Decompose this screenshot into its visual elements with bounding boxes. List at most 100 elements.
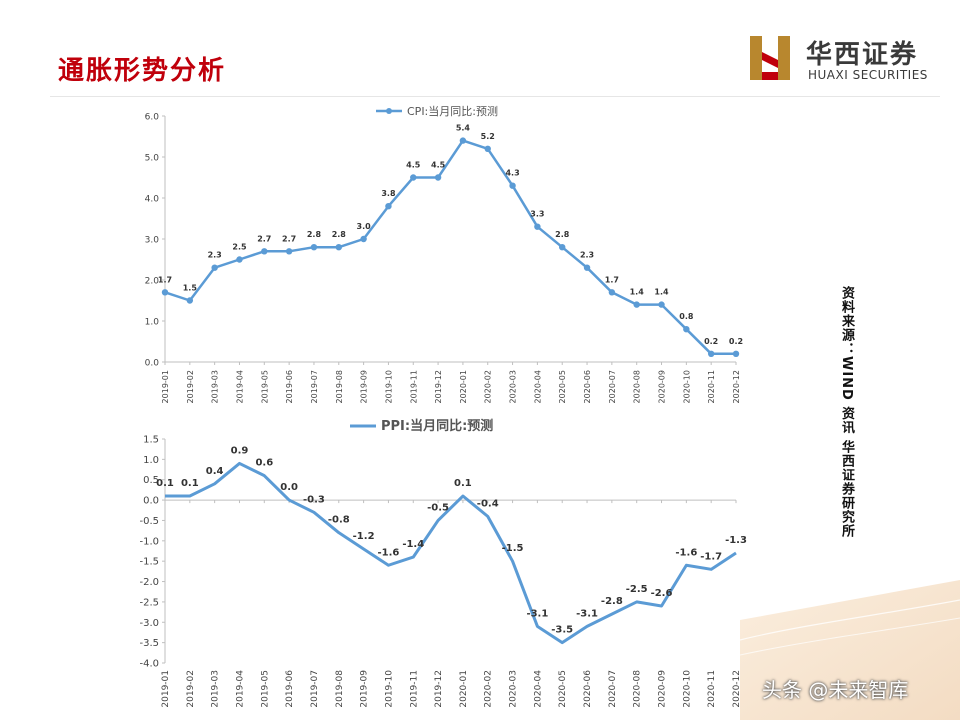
x-tick-label: 2020-09 [658,670,668,708]
x-tick-label: 2020-08 [633,370,642,403]
data-label: 0.1 [454,478,472,489]
data-label: 3.8 [381,189,396,198]
x-tick-label: 2019-08 [335,670,345,708]
data-label: -0.8 [328,515,350,526]
y-tick-label: 1.0 [145,318,160,328]
data-label: -3.5 [551,625,573,636]
x-tick-label: 2020-07 [608,670,618,708]
x-tick-label: 2019-03 [211,670,221,708]
data-label: 0.2 [704,337,718,346]
y-tick-label: -3.0 [139,618,159,629]
y-tick-label: 1.5 [143,435,159,446]
y-tick-label: 3.0 [145,236,160,246]
data-label: 2.7 [257,234,271,243]
data-point [310,244,318,251]
data-label: -1.7 [700,551,722,562]
x-tick-label: 2019-02 [186,370,195,403]
data-point [261,248,268,255]
data-label: 2.5 [232,243,247,252]
data-point [583,264,591,271]
x-tick-label: 2020-08 [633,670,643,708]
chart-2: 1.5 1.0 0.5 0.0 -0.5 -1.0 -1.5 -2.0 -2.5 -3.0 -3.5… [139,418,746,708]
x-tick-label: 2020-05 [558,670,568,708]
data-label: 0.6 [255,458,273,469]
data-label: 0.8 [679,312,694,321]
data-point [161,289,169,296]
data-point [683,326,690,333]
data-label: 1.4 [654,288,669,297]
y-tick-label: 0.5 [143,475,159,486]
data-point [410,174,417,181]
x-tick-label: 2020-06 [583,370,592,403]
data-label: 4.5 [431,161,446,170]
x-tick-label: 2020-04 [533,670,543,708]
data-label: 5.4 [456,124,471,133]
x-tick-label: 2019-11 [409,370,418,403]
series-line [164,139,736,356]
data-label: -0.3 [303,494,325,505]
x-tick-label: 2019-09 [360,370,369,403]
data-point [236,256,243,263]
data-point [459,137,467,144]
data-point [658,301,665,308]
data-label: -1.6 [377,547,399,558]
huaxi-logo: 华西证券 HUAXI SECURITIES [748,32,948,88]
x-tick-label: 2020-10 [682,370,691,403]
x-tick-label: 2020-10 [682,670,692,708]
data-point [211,264,218,271]
data-label: 1.7 [158,275,172,284]
data-point [186,297,194,304]
x-tick-label: 2020-12 [732,370,741,403]
legend-label: PPI:当月同比:预测 [381,418,493,434]
y-tick-label: 5.0 [145,154,160,164]
x-tick-label: 2019-06 [285,670,295,708]
data-point [360,235,367,243]
x-tick-label: 2019-06 [285,370,294,403]
data-point [484,145,491,152]
data-label: -2.8 [601,596,623,607]
data-label: -0.5 [427,502,449,513]
data-point [434,174,442,181]
x-tick-label: 2019-08 [335,370,344,403]
x-tick-label: 2020-02 [484,370,493,403]
x-tick-label: 2019-01 [161,670,171,708]
data-point [385,203,392,210]
x-tick-label: 2019-10 [384,670,394,708]
x-tick-label: 2020-01 [459,670,469,708]
y-tick-label: -2.5 [139,597,159,608]
x-tick-label: 2019-10 [384,370,393,403]
x-tick-label: 2019-07 [310,670,320,708]
y-tick-label: 2.0 [145,277,160,287]
y-tick-label: -4.0 [139,659,159,670]
data-point [534,223,541,230]
y-tick-label: 0.0 [145,359,160,369]
data-label: -1.2 [353,531,375,542]
data-label: 1.4 [630,288,645,297]
data-point [608,289,616,296]
title-divider [50,96,940,97]
x-tick-label: 2020-11 [707,670,717,708]
x-tick-label: 2020-09 [658,370,667,403]
logo-english-name: HUAXI SECURITIES [808,68,928,82]
x-tick-label: 2019-07 [310,370,319,403]
data-point [732,350,740,357]
data-label: -0.4 [477,498,499,509]
data-label: 2.8 [332,230,347,239]
data-label: 0.2 [729,337,743,346]
x-tick-label: 2020-05 [558,370,567,403]
data-label: 2.8 [307,230,322,239]
data-label: 0.1 [156,478,174,489]
x-tick-label: 2020-04 [533,370,542,403]
chart-1: 0.0 1.0 2.0 3.0 4.0 5.0 6.0 2019-01 2019-02 2019-… [145,104,743,403]
data-label: 2.3 [580,251,594,260]
x-tick-label: 2019-03 [211,370,220,403]
x-tick-label: 2020-06 [583,670,593,708]
data-label: 3.3 [530,210,544,219]
x-tick-label: 2019-02 [186,670,196,708]
x-tick-label: 2020-11 [707,370,716,403]
data-label: -2.5 [626,584,648,595]
x-tick-label: 2019-04 [235,370,244,403]
data-point [707,350,715,357]
decorative-corner [740,580,960,720]
